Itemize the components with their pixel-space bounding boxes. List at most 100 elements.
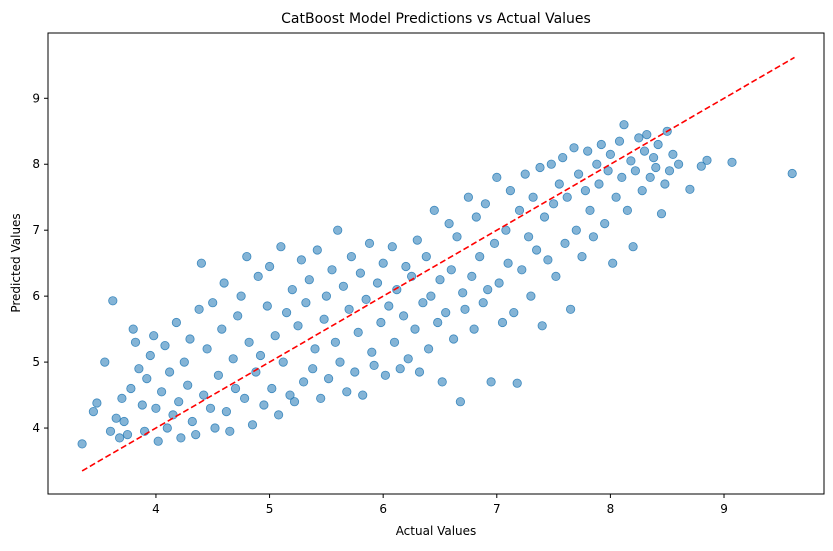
data-point (251, 367, 261, 377)
data-point (369, 360, 379, 370)
data-point (230, 383, 241, 394)
data-point (448, 334, 459, 344)
data-point (494, 278, 504, 288)
data-point (240, 393, 250, 403)
data-point (77, 439, 87, 449)
data-point (236, 291, 246, 301)
data-point (444, 219, 454, 229)
data-point (463, 192, 473, 202)
data-point (603, 166, 613, 176)
data-point (157, 387, 167, 397)
data-point (696, 161, 706, 171)
data-point (535, 162, 545, 173)
data-point (108, 296, 118, 306)
data-point (421, 252, 431, 262)
data-point (414, 367, 425, 377)
data-point (361, 294, 371, 304)
data-point (558, 153, 568, 163)
data-point (247, 420, 258, 430)
data-point (194, 304, 204, 314)
data-point (270, 331, 280, 341)
data-point (310, 344, 320, 354)
data-point (298, 377, 309, 387)
data-point (395, 364, 405, 374)
data-point (475, 252, 485, 262)
data-point (221, 406, 231, 417)
data-point (580, 186, 591, 196)
data-point (262, 301, 272, 311)
data-point (398, 311, 409, 321)
data-point (630, 166, 641, 176)
data-point (611, 192, 621, 202)
data-point (153, 436, 163, 446)
data-point (210, 423, 220, 433)
x-tick-label: 4 (152, 502, 160, 516)
data-point (562, 192, 572, 202)
data-point (435, 275, 445, 285)
data-point (137, 400, 147, 410)
data-point (702, 155, 712, 165)
data-point (187, 416, 197, 427)
data-point (253, 271, 263, 281)
data-point (149, 331, 159, 341)
data-point (565, 304, 576, 314)
data-point (276, 242, 286, 252)
data-point (100, 357, 110, 367)
data-point (171, 317, 181, 328)
data-point (196, 258, 206, 268)
y-axis-ticks: 4 5 6 7 8 9 (32, 91, 48, 435)
data-point (142, 373, 152, 384)
data-point (289, 397, 300, 407)
data-point (378, 258, 388, 268)
data-point (126, 383, 136, 394)
data-point (433, 317, 443, 328)
data-point (353, 327, 363, 337)
data-point (162, 423, 172, 433)
data-point (117, 393, 127, 403)
data-point (585, 205, 595, 215)
data-point (217, 324, 227, 334)
data-point (437, 377, 447, 387)
data-point (560, 238, 570, 248)
data-point (174, 397, 184, 407)
y-axis-label: Predicted Values (9, 213, 23, 312)
data-point (637, 186, 647, 196)
data-point (389, 337, 400, 347)
data-point (335, 357, 345, 367)
data-point (546, 159, 556, 169)
data-point (596, 139, 606, 150)
data-point (384, 301, 394, 311)
data-point (727, 157, 737, 167)
x-tick-label: 9 (720, 502, 728, 516)
data-point (350, 367, 360, 377)
data-point (594, 179, 604, 189)
data-point (367, 347, 377, 357)
data-point (537, 321, 547, 331)
reference-line (81, 56, 795, 472)
data-point (105, 426, 116, 436)
data-point (648, 153, 659, 163)
x-tick-label: 7 (493, 502, 501, 516)
data-point (617, 172, 627, 182)
data-point (287, 284, 297, 295)
data-point (471, 212, 481, 222)
data-point (338, 281, 348, 291)
data-point (319, 314, 329, 324)
data-point (122, 429, 133, 440)
data-point (145, 350, 155, 361)
data-point (242, 252, 252, 262)
data-point (323, 373, 334, 384)
data-point (608, 258, 618, 268)
data-point (645, 172, 655, 182)
data-point (458, 288, 468, 298)
data-point (517, 265, 527, 275)
data-point (392, 284, 402, 295)
data-point (469, 324, 479, 334)
data-point (441, 307, 451, 318)
y-tick-label: 8 (32, 157, 40, 171)
data-point (273, 410, 284, 420)
data-point (478, 298, 488, 308)
data-point (412, 235, 422, 245)
data-point (372, 278, 383, 288)
data-point (656, 209, 667, 219)
